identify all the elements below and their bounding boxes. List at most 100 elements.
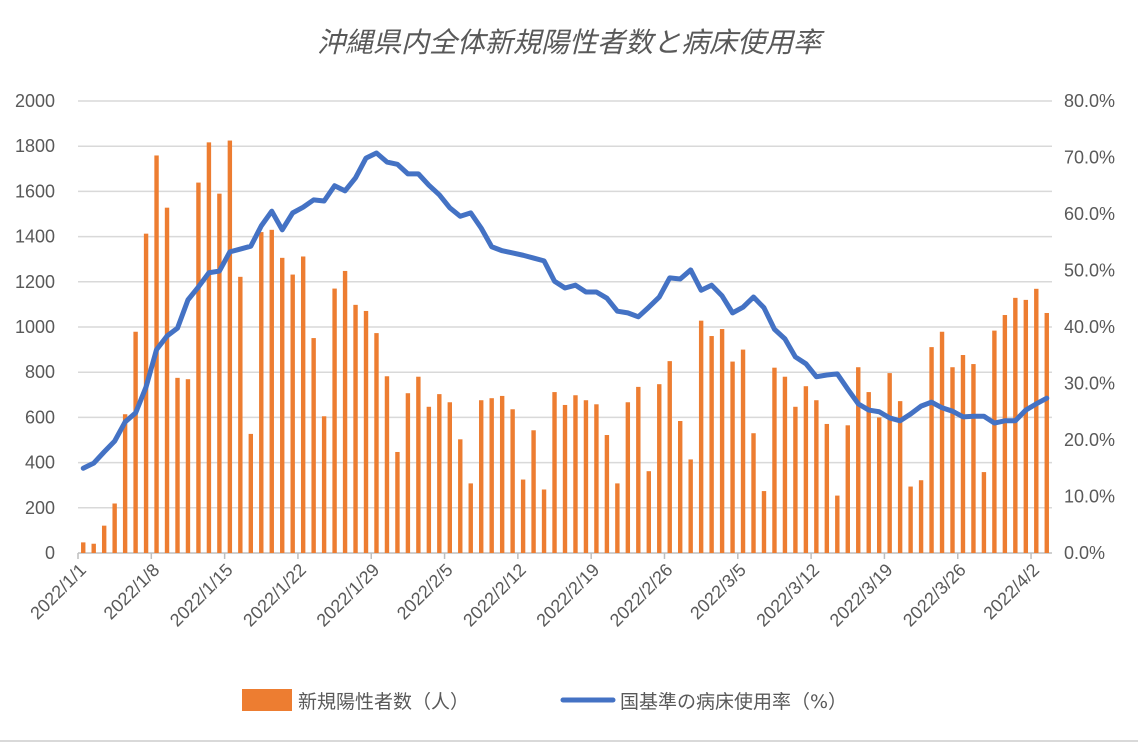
bar — [311, 338, 316, 553]
x-tick-label: 2022/2/26 — [606, 560, 677, 631]
bar — [405, 393, 411, 553]
bar — [908, 486, 913, 553]
legend-label-bar: 新規陽性者数（人） — [298, 691, 469, 713]
bar — [300, 256, 306, 553]
y-tick-label-left: 1000 — [15, 317, 55, 337]
bar — [814, 400, 819, 553]
line-series — [80, 150, 1050, 471]
x-tick-label: 2022/2/5 — [393, 560, 457, 624]
x-axis: 2022/1/1 2022/1/8 2022/1/15 2022/1/22 2022/1… — [26, 553, 1043, 630]
y-tick-label-left: 2000 — [15, 91, 55, 111]
bar — [112, 503, 117, 553]
bar — [562, 404, 568, 553]
bar — [636, 386, 641, 553]
bar — [772, 367, 777, 553]
bar — [342, 270, 348, 553]
bar — [594, 404, 599, 553]
bar — [573, 395, 578, 553]
bar — [248, 433, 254, 553]
bar — [259, 232, 264, 553]
y-tick-label-left: 1600 — [15, 181, 55, 201]
x-tick-label: 2022/2/12 — [459, 560, 530, 631]
bar — [646, 471, 651, 553]
bar — [615, 483, 620, 553]
y-tick-label-right: 20.0% — [1064, 430, 1115, 450]
bar — [426, 406, 432, 553]
bar — [489, 398, 494, 553]
bar — [866, 392, 871, 553]
bar — [1044, 312, 1049, 553]
x-tick-label: 2022/3/19 — [826, 560, 897, 631]
bar — [929, 347, 934, 553]
bar — [803, 386, 809, 553]
bar — [782, 376, 788, 553]
y-tick-label-right: 0.0% — [1064, 543, 1105, 563]
bar — [751, 433, 756, 553]
x-tick-label: 2022/3/5 — [686, 560, 750, 624]
bar — [835, 495, 840, 553]
bar — [269, 229, 274, 553]
bar — [363, 310, 369, 553]
y-tick-label-right: 40.0% — [1064, 317, 1115, 337]
y-tick-label-right: 30.0% — [1064, 374, 1115, 394]
bar — [897, 401, 903, 553]
bar — [196, 182, 201, 553]
bar — [992, 330, 997, 553]
legend-swatch-bar — [242, 689, 292, 711]
bar — [206, 142, 212, 553]
legend: 新規陽性者数（人） 国基準の病床使用率（%） — [242, 689, 847, 713]
bar — [719, 329, 725, 553]
y-tick-label-right: 50.0% — [1064, 261, 1115, 281]
bar — [950, 367, 955, 553]
y-tick-label-right: 60.0% — [1064, 204, 1115, 224]
bar — [280, 257, 285, 553]
bar — [101, 525, 107, 553]
bar — [416, 376, 421, 553]
bar — [730, 361, 735, 553]
bar — [458, 439, 463, 553]
bar — [688, 459, 693, 553]
bar — [761, 491, 767, 553]
y-tick-label-left: 400 — [25, 453, 55, 473]
bar — [238, 276, 243, 553]
bar — [939, 331, 945, 553]
bar — [960, 355, 966, 553]
bar — [479, 400, 484, 553]
bar — [290, 274, 295, 553]
x-tick-label: 2022/1/15 — [166, 560, 237, 631]
bar — [824, 423, 830, 553]
bar — [447, 402, 452, 553]
bar — [667, 361, 672, 553]
y-tick-label-left: 0 — [45, 543, 55, 563]
y-tick-label-left: 200 — [25, 498, 55, 518]
bar — [227, 140, 233, 554]
bar — [321, 416, 327, 553]
bar — [437, 394, 442, 553]
bar — [678, 421, 683, 553]
bar — [164, 207, 170, 553]
bar — [374, 333, 379, 553]
bar — [625, 402, 631, 553]
x-tick-label: 2022/3/26 — [899, 560, 970, 631]
bar — [91, 543, 96, 553]
x-tick-label: 2022/2/19 — [532, 560, 603, 631]
bar — [541, 489, 547, 553]
bar — [520, 479, 526, 553]
bar — [887, 373, 892, 553]
bar — [217, 193, 222, 553]
x-tick-label: 2022/3/12 — [752, 560, 823, 631]
x-tick-label: 2022/4/2 — [979, 560, 1043, 624]
bar — [468, 483, 473, 553]
bar — [1002, 315, 1008, 553]
bar — [657, 384, 662, 553]
bar — [981, 472, 987, 553]
x-tick-label: 2022/1/1 — [26, 560, 90, 624]
bar — [384, 376, 390, 553]
bar — [122, 414, 128, 553]
bar — [531, 430, 536, 553]
y-tick-label-left: 600 — [25, 407, 55, 427]
bar — [1023, 299, 1029, 553]
bar — [793, 406, 798, 553]
x-tick-label: 2022/1/22 — [239, 560, 310, 631]
